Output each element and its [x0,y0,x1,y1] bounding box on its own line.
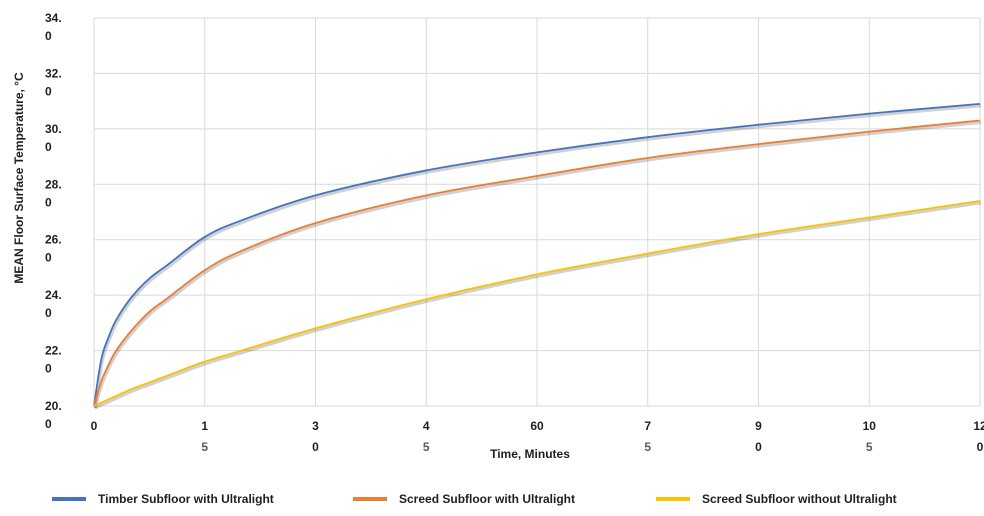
series-lines [93,103,982,410]
y-tick-label: 34. [45,11,62,25]
y-tick-label: 26. [45,233,62,247]
y-tick-label: 0 [45,140,52,154]
series-line-shadow [93,121,982,409]
series-line-shadow [94,201,982,410]
x-tick-label: 0 [91,419,98,433]
y-tick-label: 28. [45,177,62,191]
x-tick-label: 9 [755,419,762,433]
y-axis-title: MEAN Floor Surface Temperature, °C [12,72,26,284]
y-tick-label: 24. [45,288,62,302]
y-tick-label: 20. [45,399,62,413]
x-tick-label: 3 [312,419,319,433]
y-tick-label: 22. [45,344,62,358]
x-tick-label: 5 [866,440,873,454]
x-tick-label: 5 [201,440,208,454]
x-tick-label: 12 [973,419,984,433]
gridlines [93,17,981,407]
x-tick-label: 0 [755,440,762,454]
legend-swatch [353,497,387,501]
series-line-shadow [93,104,982,409]
x-tick-label: 4 [423,419,430,433]
x-axis-ticks: 0 1 5 3 0 4 5 60 7 5 9 0 10 5 12 0 [91,419,984,454]
legend-swatch [52,497,86,501]
x-tick-label: 0 [312,440,319,454]
series-line-2 [93,119,981,407]
legend-swatch [656,497,690,501]
legend-item-screed-without-ultralight: Screed Subfloor without Ultralight [656,492,897,506]
x-tick-label: 0 [977,440,984,454]
y-tick-label: 0 [45,362,52,376]
legend-item-timber-with-ultralight: Timber Subfloor with Ultralight [52,492,274,506]
x-tick-label: 60 [530,419,544,433]
legend: Timber Subfloor with Ultralight Screed S… [0,492,984,516]
y-tick-label: 0 [45,84,52,98]
y-tick-label: 32. [45,66,62,80]
x-axis-title: Time, Minutes [490,447,570,461]
series-line-1 [93,103,981,407]
x-tick-label: 7 [644,419,651,433]
y-tick-label: 0 [45,29,52,43]
x-tick-label: 5 [644,440,651,454]
x-tick-label: 1 [201,419,208,433]
x-tick-label: 5 [423,440,430,454]
legend-item-screed-with-ultralight: Screed Subfloor with Ultralight [353,492,575,506]
y-tick-label: 30. [45,122,62,136]
y-tick-label: 0 [45,195,52,209]
x-tick-label: 10 [863,419,877,433]
line-chart: 0 1 5 3 0 4 5 60 7 5 9 0 10 5 12 0 20. 0 22. 0 24. 0 26. 0 28. 0… [12,11,984,461]
y-tick-label: 0 [45,417,52,431]
y-tick-label: 0 [45,306,52,320]
legend-label: Screed Subfloor with Ultralight [399,492,576,506]
series-line-3 [93,200,981,407]
legend-label: Screed Subfloor without Ultralight [702,492,897,506]
y-tick-label: 0 [45,251,52,265]
legend-label: Timber Subfloor with Ultralight [98,492,274,506]
y-axis-ticks: 20. 0 22. 0 24. 0 26. 0 28. 0 30. 0 32. 0 34. 0 [45,11,62,431]
